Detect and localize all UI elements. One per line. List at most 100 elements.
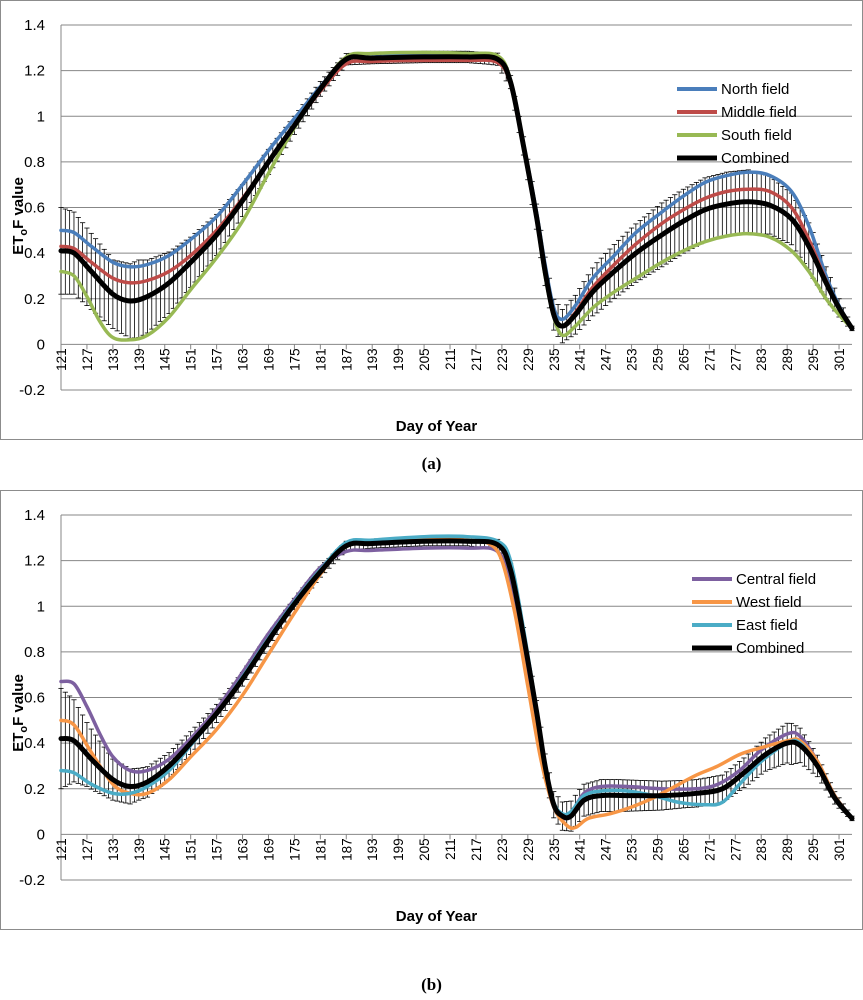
panel-label-b: (b) bbox=[421, 975, 442, 994]
y-tick-label: 1 bbox=[37, 108, 45, 125]
x-tick-label: 199 bbox=[391, 348, 406, 371]
x-tick-label: 145 bbox=[158, 348, 173, 371]
x-tick-label: 253 bbox=[625, 838, 640, 861]
x-tick-label: 211 bbox=[443, 348, 458, 370]
x-tick-label: 235 bbox=[547, 348, 562, 371]
x-tick-label: 223 bbox=[495, 838, 510, 861]
x-tick-label: 121 bbox=[54, 348, 69, 371]
x-tick-label: 151 bbox=[184, 838, 199, 861]
x-tick-label: 139 bbox=[132, 348, 147, 371]
legend-label: Combined bbox=[721, 150, 789, 167]
x-tick-label: 157 bbox=[210, 348, 225, 371]
chart-panel-b: -0.2 0 0.2 0.4 0.6 0.8 1 1.2 1.4 121 127 133 139 145 1… bbox=[0, 490, 863, 930]
y-axis-title-main: ET bbox=[10, 236, 27, 255]
y-tick-label: 0.6 bbox=[24, 200, 45, 217]
x-tick-label: 175 bbox=[287, 348, 302, 371]
y-tick-label: 0 bbox=[37, 826, 45, 843]
y-tick-label: 1.2 bbox=[24, 63, 45, 80]
x-tick-label: 217 bbox=[469, 348, 484, 371]
x-axis-title: Day of Year bbox=[396, 908, 478, 925]
x-tick-label: 127 bbox=[80, 838, 95, 861]
x-tick-label: 151 bbox=[184, 348, 199, 371]
y-tick-label: 0.4 bbox=[24, 245, 45, 262]
legend-label: Middle field bbox=[721, 104, 797, 121]
x-tick-label: 229 bbox=[521, 348, 536, 371]
y-tick-label: 0.2 bbox=[24, 781, 45, 798]
x-tick-label: 271 bbox=[702, 838, 717, 861]
panel-label-a: (a) bbox=[421, 454, 442, 473]
x-tick-label: 199 bbox=[391, 838, 406, 861]
x-tick-label: 145 bbox=[158, 838, 173, 861]
y-axis-title: EToF value bbox=[10, 177, 30, 255]
y-tick-label: 0.8 bbox=[24, 644, 45, 661]
x-tick-label: 259 bbox=[651, 348, 666, 371]
legend-label: South field bbox=[721, 127, 792, 144]
y-axis-title: EToF value bbox=[10, 674, 30, 752]
x-tick-label: 253 bbox=[625, 348, 640, 371]
y-tick-label: 0.6 bbox=[24, 690, 45, 707]
x-tick-label: 133 bbox=[106, 838, 121, 861]
x-tick-label: 241 bbox=[573, 348, 588, 371]
y-axis-title-subscript: o bbox=[18, 726, 30, 733]
x-tick-label: 163 bbox=[236, 838, 251, 861]
x-tick-label: 301 bbox=[832, 348, 847, 371]
x-tick-label: 181 bbox=[313, 348, 328, 371]
x-tick-label: 247 bbox=[599, 838, 614, 861]
legend-label: East field bbox=[736, 617, 798, 634]
series-line-central-field bbox=[59, 545, 854, 821]
x-tick-label: 217 bbox=[469, 838, 484, 861]
x-tick-label: 223 bbox=[495, 348, 510, 371]
x-tick-label: 295 bbox=[806, 348, 821, 371]
x-tick-label: 121 bbox=[54, 838, 69, 861]
x-tick-label: 163 bbox=[236, 348, 251, 371]
y-tick-label: 0.2 bbox=[24, 291, 45, 308]
x-axis-title: Day of Year bbox=[396, 418, 478, 435]
x-tick-label: 205 bbox=[417, 348, 432, 371]
x-tick-label: 169 bbox=[262, 348, 277, 371]
x-tick-label: 289 bbox=[780, 348, 795, 371]
x-tick-label: 187 bbox=[339, 838, 354, 861]
x-tick-label: 211 bbox=[443, 838, 458, 860]
legend-label: Central field bbox=[736, 571, 816, 588]
series-line-combined bbox=[58, 54, 855, 331]
y-tick-label: -0.2 bbox=[19, 872, 45, 889]
x-tick-label: 271 bbox=[702, 348, 717, 371]
x-tick-label: 157 bbox=[210, 838, 225, 861]
x-tick-label: 139 bbox=[132, 838, 147, 861]
x-tick-label: 187 bbox=[339, 348, 354, 371]
legend-label: West field bbox=[736, 594, 802, 611]
y-axis-title-suffix: F value bbox=[10, 674, 27, 726]
x-tick-label: 241 bbox=[573, 838, 588, 861]
x-tick-label: 205 bbox=[417, 838, 432, 861]
x-tick-label: 133 bbox=[106, 348, 121, 371]
x-tick-label: 301 bbox=[832, 838, 847, 861]
x-tick-label: 283 bbox=[754, 348, 769, 371]
chart-panel-a: -0.2 0 0.2 0.4 0.6 0.8 1 1.2 1.4 121 127 133 139 145 1… bbox=[0, 0, 863, 440]
y-tick-label: 0.4 bbox=[24, 735, 45, 752]
y-tick-label: 1.4 bbox=[24, 17, 45, 34]
legend-label: North field bbox=[721, 81, 789, 98]
x-tick-label: 259 bbox=[651, 838, 666, 861]
y-tick-label: 0 bbox=[37, 336, 45, 353]
x-tick-label: 295 bbox=[806, 838, 821, 861]
x-tick-label: 229 bbox=[521, 838, 536, 861]
x-tick-label: 175 bbox=[287, 838, 302, 861]
y-tick-label: 1 bbox=[37, 598, 45, 615]
y-tick-label: 1.4 bbox=[24, 507, 45, 524]
x-tick-label: 193 bbox=[365, 348, 380, 371]
x-tick-label: 289 bbox=[780, 838, 795, 861]
y-axis-title-main: ET bbox=[10, 733, 27, 752]
x-tick-label: 265 bbox=[676, 838, 691, 861]
chart-a-svg: -0.2 0 0.2 0.4 0.6 0.8 1 1.2 1.4 121 127 133 139 145 1… bbox=[10, 17, 855, 435]
x-tick-label: 265 bbox=[676, 348, 691, 371]
x-tick-label: 169 bbox=[262, 838, 277, 861]
y-tick-label: 0.8 bbox=[24, 154, 45, 171]
y-axis-title-suffix: F value bbox=[10, 177, 27, 229]
x-tick-label: 277 bbox=[728, 348, 743, 371]
chart-b-svg: -0.2 0 0.2 0.4 0.6 0.8 1 1.2 1.4 121 127 133 139 145 1… bbox=[10, 507, 855, 925]
x-tick-label: 235 bbox=[547, 838, 562, 861]
series-line-combined bbox=[58, 538, 855, 821]
series-line-middle-field bbox=[59, 58, 854, 331]
y-axis-title-subscript: o bbox=[18, 229, 30, 236]
y-tick-label: 1.2 bbox=[24, 553, 45, 570]
